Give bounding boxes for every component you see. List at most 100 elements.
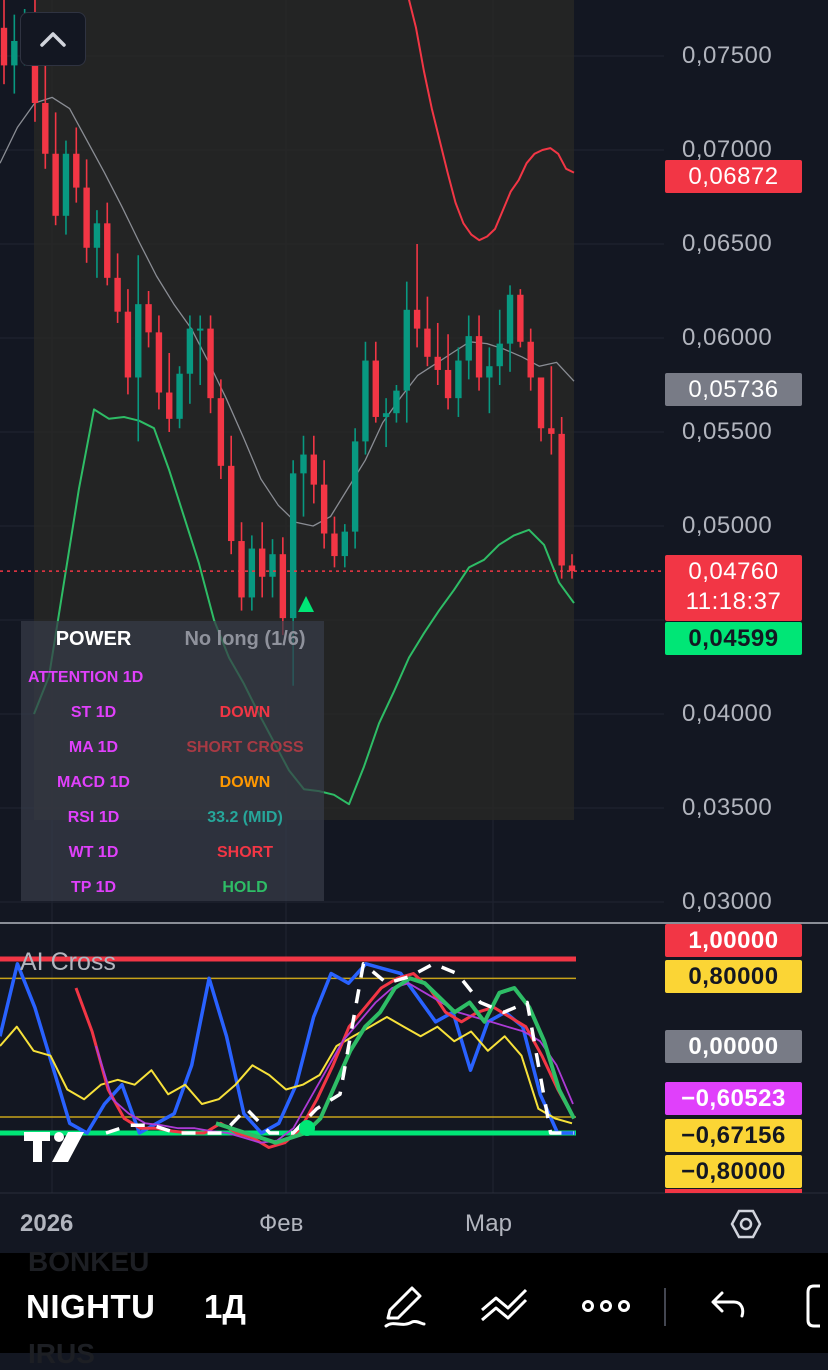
tradingview-logo[interactable] xyxy=(24,1128,92,1166)
row-label: WT 1D xyxy=(68,844,119,861)
candle-body xyxy=(372,360,379,417)
more-button[interactable] xyxy=(580,1280,632,1332)
osc-series-line xyxy=(95,982,574,1144)
osc-tag-oversold: −0,80000 xyxy=(665,1155,802,1188)
candle-body xyxy=(73,153,80,188)
row-value: DOWN xyxy=(219,774,271,791)
candle-body xyxy=(506,294,514,344)
price-tick: 0,06500 xyxy=(682,230,773,257)
power-header: POWER No long (1/6) xyxy=(21,628,324,658)
symbol-fade xyxy=(150,1280,190,1330)
candle-body xyxy=(145,304,152,333)
row-value: 33.2 (MID) xyxy=(207,809,283,826)
candle-body xyxy=(568,565,576,572)
price-tick: 0,05000 xyxy=(682,512,773,539)
row-value: DOWN xyxy=(219,704,271,721)
row-value: SHORT xyxy=(217,844,273,861)
date-label: Фев xyxy=(259,1210,304,1237)
row-value: SHORT CROSS xyxy=(186,739,304,756)
candle-body xyxy=(11,40,18,66)
candle-body xyxy=(114,277,121,312)
candle-body xyxy=(527,341,534,378)
osc-tag-zero: 0,00000 xyxy=(665,1030,802,1063)
candle-body xyxy=(351,441,359,532)
oscillator-pane xyxy=(0,956,576,1149)
candle-body xyxy=(558,433,565,566)
osc-series-line xyxy=(0,1016,573,1125)
row-label: MA 1D xyxy=(68,739,119,756)
row-value: HOLD xyxy=(222,879,268,896)
osc-series-line xyxy=(215,976,576,1145)
collapse-button[interactable] xyxy=(20,12,86,66)
row-label: TP 1D xyxy=(70,879,117,896)
undo-button[interactable] xyxy=(702,1280,754,1332)
candle-body xyxy=(62,153,70,216)
more-icon xyxy=(582,1300,630,1312)
candle-body xyxy=(93,223,101,248)
power-row-tp: TP 1D HOLD xyxy=(21,879,324,909)
settings-button[interactable] xyxy=(730,1208,762,1240)
candle-body xyxy=(0,27,8,66)
power-panel: POWER No long (1/6) ATTENTION 1D ST 1D D… xyxy=(21,621,324,901)
chevron-up-icon xyxy=(40,32,66,47)
ghost-symbol-bottom: IRUS xyxy=(28,1338,95,1369)
price-tick: 0,06000 xyxy=(682,324,773,351)
candle-body xyxy=(300,454,307,474)
candle-body xyxy=(176,373,183,419)
settings-icon xyxy=(730,1209,762,1239)
bracket-icon xyxy=(806,1284,820,1328)
osc-series-line xyxy=(74,972,576,1149)
date-label: Мар xyxy=(465,1210,512,1237)
candle-body xyxy=(238,541,245,598)
trend-lines-icon xyxy=(481,1288,528,1322)
candle-body xyxy=(486,366,493,378)
candle-countdown: 11:18:37 xyxy=(685,588,782,615)
candle-body xyxy=(186,328,194,374)
candle-body xyxy=(217,398,225,466)
row-label: ST 1D xyxy=(70,704,117,721)
candle-body xyxy=(310,454,318,485)
middle-band-tag: 0,05736 xyxy=(665,373,802,406)
osc-series-line xyxy=(105,962,574,1135)
interval-selector[interactable]: 1Д xyxy=(204,1288,246,1325)
candle-body xyxy=(496,343,503,367)
candle-body xyxy=(279,554,287,619)
candle-body xyxy=(320,484,328,534)
candle-body xyxy=(413,309,421,329)
osc-tag-bottom-edge xyxy=(665,1189,802,1193)
candle-body xyxy=(465,336,472,361)
attention-label: ATTENTION 1D xyxy=(28,669,144,686)
candle-body xyxy=(475,336,483,378)
candle-body xyxy=(393,390,400,414)
power-status: No long (1/6) xyxy=(184,628,306,650)
more-tools-button[interactable] xyxy=(800,1280,828,1332)
osc-tag-yellow: −0,67156 xyxy=(665,1119,802,1152)
date-label: 2026 xyxy=(20,1210,74,1237)
buy-signal-icon xyxy=(298,596,314,612)
candle-body xyxy=(548,428,555,434)
symbol-selector[interactable]: NIGHTU xyxy=(26,1288,156,1325)
candle-body xyxy=(42,103,49,154)
candle-body xyxy=(289,473,297,619)
power-row-ma: MA 1D SHORT CROSS xyxy=(21,739,324,769)
candle-body xyxy=(455,360,462,399)
attention-row: ATTENTION 1D xyxy=(21,669,324,699)
osc-tag-upper: 1,00000 xyxy=(665,924,802,957)
row-label: RSI 1D xyxy=(67,809,120,826)
candle-body xyxy=(124,311,132,378)
drawing-tools-button[interactable] xyxy=(378,1280,430,1332)
price-tick: 0,04000 xyxy=(682,700,773,727)
osc-series-line xyxy=(0,962,575,1135)
indicators-button[interactable] xyxy=(478,1280,530,1332)
ghost-symbol-top: BONKEU xyxy=(28,1246,150,1277)
candle-body xyxy=(135,304,142,378)
undo-icon xyxy=(711,1291,745,1318)
candle-body xyxy=(248,548,256,598)
lower-band-tag: 0,04599 xyxy=(665,622,802,655)
osc-tag-purple: −0,60523 xyxy=(665,1082,802,1115)
candle-body xyxy=(517,294,524,342)
price-tick: 0,07500 xyxy=(682,42,773,69)
power-row-macd: MACD 1D DOWN xyxy=(21,774,324,804)
oscillator-title[interactable]: AI Cross xyxy=(20,948,116,976)
candle-body xyxy=(331,533,338,557)
